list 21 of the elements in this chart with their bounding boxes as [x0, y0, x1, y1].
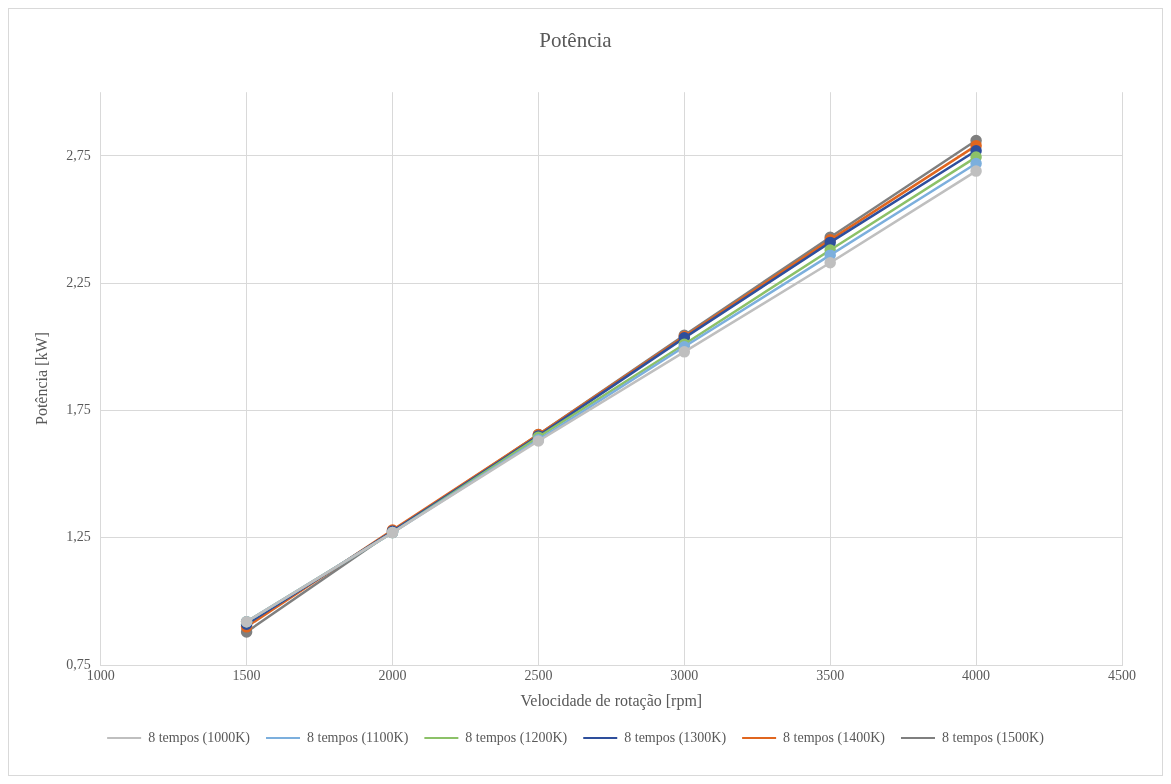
legend-label: 8 tempos (1100K) [307, 729, 409, 746]
legend-label: 8 tempos (1300K) [624, 729, 727, 746]
x-tick-label: 4000 [962, 668, 991, 684]
y-tick-label: 2,75 [66, 147, 91, 163]
legend-label: 8 tempos (1000K) [148, 729, 251, 746]
x-tick-label: 3500 [816, 668, 845, 684]
x-tick-label: 4500 [1108, 668, 1136, 684]
x-tick-label: 2000 [378, 668, 407, 684]
y-tick-label: 2,25 [66, 274, 91, 290]
legend-label: 8 tempos (1500K) [941, 729, 1045, 746]
y-axis-title: Potência [kW] [32, 332, 50, 426]
x-axis-title: Velocidade de rotação [rpm] [520, 691, 703, 710]
x-tick-label: 1000 [86, 668, 115, 684]
legend-label: 8 tempos (1400K) [783, 729, 886, 746]
chart-title: Potência [539, 28, 613, 53]
x-tick-label: 2500 [524, 668, 553, 684]
y-tick-label: 1,75 [66, 402, 91, 418]
legend-label: 8 tempos (1200K) [465, 729, 568, 746]
x-tick-label: 1500 [232, 668, 261, 684]
x-tick-label: 3000 [670, 668, 699, 684]
y-tick-label: 1,25 [66, 529, 91, 545]
